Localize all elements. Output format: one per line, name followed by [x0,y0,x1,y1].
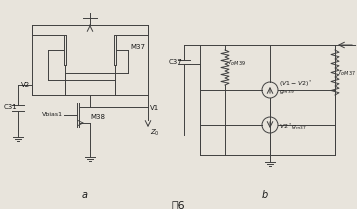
Text: b: b [262,190,268,200]
Text: C37: C37 [168,59,182,65]
Text: M37: M37 [130,44,145,50]
Text: V1: V1 [150,105,159,111]
Text: C31: C31 [3,104,17,110]
Text: $Z_0$: $Z_0$ [356,40,357,50]
Text: $r_{oM37}$: $r_{oM37}$ [338,68,356,78]
Text: a: a [82,190,88,200]
Text: $(V1-V2)^*$: $(V1-V2)^*$ [279,79,313,89]
Text: $Z_0$: $Z_0$ [150,128,160,138]
Text: $V2^*g_{m37}$: $V2^*g_{m37}$ [279,122,307,132]
Text: V2: V2 [21,82,30,88]
Text: $g_{m39}$: $g_{m39}$ [279,88,295,96]
Text: M38: M38 [90,114,105,120]
Text: Vbias1: Vbias1 [42,112,63,117]
Text: $r_{oM39}$: $r_{oM39}$ [228,58,246,68]
Text: 图6: 图6 [171,200,185,209]
